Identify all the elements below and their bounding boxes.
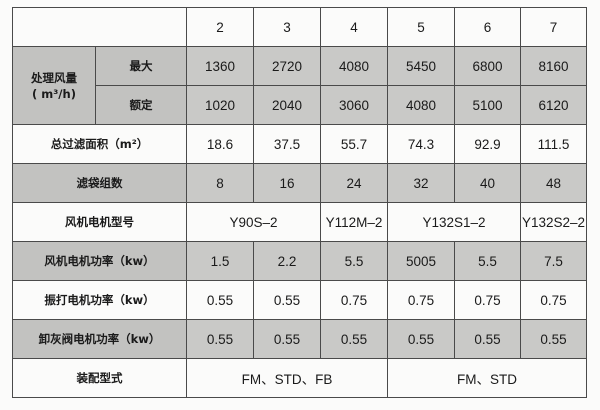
cell: 1.5 — [186, 241, 254, 281]
cell: 1360 — [186, 46, 254, 86]
model-header: 6 — [454, 7, 521, 47]
cell: Y132S2–2 — [520, 202, 587, 242]
airflow-rated-row: 额定 1020 2040 3060 4080 5100 6120 — [13, 85, 587, 125]
airflow-label: 处理风量 ( m³/h) — [12, 46, 96, 125]
cell: Y112M–2 — [320, 202, 388, 242]
cell: 5100 — [454, 85, 521, 125]
airflow-max-label: 最大 — [95, 46, 187, 86]
cell: 0.55 — [454, 319, 521, 359]
airflow-label-text: 处理风量 — [31, 70, 77, 85]
header-row: 2 3 4 5 6 7 — [12, 7, 587, 47]
cell: 111.5 — [520, 124, 587, 164]
cell: 24 — [320, 163, 388, 203]
header-blank — [12, 7, 187, 47]
cell: 1020 — [186, 85, 254, 125]
cell: 0.75 — [320, 280, 388, 320]
spec-table: 2 3 4 5 6 7 处理风量 ( m³/h) 最大 1360 2720 40… — [12, 7, 587, 398]
cell: 74.3 — [387, 124, 455, 164]
cell: 5.5 — [320, 241, 388, 281]
cell: 5.5 — [454, 241, 521, 281]
cell: Y132S1–2 — [387, 202, 521, 242]
cell: 2040 — [253, 85, 321, 125]
airflow-unit: ( m³/h) — [32, 86, 76, 101]
airflow-max-row: 处理风量 ( m³/h) 最大 1360 2720 4080 5450 6800… — [12, 46, 587, 125]
cell: Y90S–2 — [186, 202, 321, 242]
cell: 0.55 — [253, 280, 321, 320]
model-header: 3 — [253, 7, 321, 47]
cell: 32 — [387, 163, 455, 203]
fan-motor-model-row: 风机电机型号 Y90S–2 Y112M–2 Y132S1–2 Y132S2–2 — [12, 202, 587, 242]
cell: 2.2 — [253, 241, 321, 281]
cell: 5450 — [387, 46, 455, 86]
cell: 0.75 — [387, 280, 455, 320]
cell: 7.5 — [520, 241, 587, 281]
row-label: 振打电机功率（kw） — [12, 280, 187, 320]
cell: 2720 — [253, 46, 321, 86]
cell: 0.55 — [520, 319, 587, 359]
cell: FM、STD、FB — [186, 358, 388, 398]
cell: 6800 — [454, 46, 521, 86]
model-header: 5 — [387, 7, 455, 47]
cell: 4080 — [320, 46, 388, 86]
cell: 5005 — [387, 241, 455, 281]
cell: 6120 — [520, 85, 587, 125]
cell: 55.7 — [320, 124, 388, 164]
filter-area-row: 总过滤面积（m²） 18.6 37.5 55.7 74.3 92.9 111.5 — [12, 124, 587, 164]
cell: 92.9 — [454, 124, 521, 164]
row-label: 装配型式 — [12, 358, 187, 398]
cell: 48 — [520, 163, 587, 203]
row-label: 风机电机功率（kw） — [12, 241, 187, 281]
cell: 0.55 — [186, 319, 254, 359]
row-label: 卸灰阀电机功率（kw） — [12, 319, 187, 359]
cell: 0.55 — [387, 319, 455, 359]
model-header: 7 — [520, 7, 587, 47]
cell: 0.75 — [454, 280, 521, 320]
cell: 37.5 — [253, 124, 321, 164]
airflow-rated-label: 额定 — [95, 85, 187, 125]
assembly-type-row: 装配型式 FM、STD、FB FM、STD — [12, 358, 587, 398]
bag-groups-row: 滤袋组数 8 16 24 32 40 48 — [12, 163, 587, 203]
model-header: 2 — [186, 7, 254, 47]
row-label: 滤袋组数 — [12, 163, 187, 203]
row-label: 总过滤面积（m²） — [12, 124, 187, 164]
cell: 8 — [186, 163, 254, 203]
cell: 16 — [253, 163, 321, 203]
fan-motor-power-row: 风机电机功率（kw） 1.5 2.2 5.5 5005 5.5 7.5 — [12, 241, 587, 281]
cell: 0.55 — [253, 319, 321, 359]
model-header: 4 — [320, 7, 388, 47]
valve-motor-power-row: 卸灰阀电机功率（kw） 0.55 0.55 0.55 0.55 0.55 0.5… — [12, 319, 587, 359]
cell: 0.55 — [186, 280, 254, 320]
cell: 8160 — [520, 46, 587, 86]
cell: 18.6 — [186, 124, 254, 164]
row-label: 风机电机型号 — [12, 202, 187, 242]
cell: 40 — [454, 163, 521, 203]
cell: 0.75 — [520, 280, 587, 320]
cell: 0.55 — [320, 319, 388, 359]
cell: 4080 — [387, 85, 455, 125]
shaker-motor-power-row: 振打电机功率（kw） 0.55 0.55 0.75 0.75 0.75 0.75 — [12, 280, 587, 320]
cell: 3060 — [320, 85, 388, 125]
cell: FM、STD — [387, 358, 587, 398]
